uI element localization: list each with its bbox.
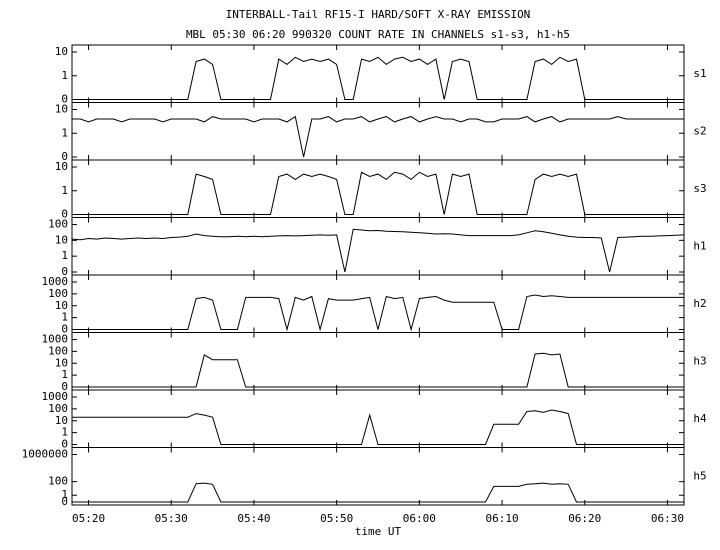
panel-frame [71, 159, 685, 218]
x-tick-label: 06:20 [568, 512, 601, 525]
y-tick-label: 100 [48, 344, 68, 357]
series-label: h4 [693, 412, 707, 425]
panel-frame [71, 447, 685, 506]
x-tick-label: 06:30 [651, 512, 684, 525]
y-tick-label: 10 [55, 103, 68, 116]
y-tick-label: 10 [55, 299, 68, 312]
y-tick-label: 10 [55, 233, 68, 246]
panel-frame [71, 389, 685, 448]
y-tick-label: 1 [61, 249, 68, 262]
y-tick-label: 10 [55, 414, 68, 427]
panel-frame [71, 332, 685, 391]
data-line [72, 56, 684, 100]
data-line [72, 409, 684, 445]
y-tick-label: 1 [61, 368, 68, 381]
data-line [72, 171, 684, 215]
x-tick-label: 06:10 [485, 512, 518, 525]
data-line [72, 482, 684, 503]
y-tick-label: 1 [61, 184, 68, 197]
y-tick-label: 0 [61, 150, 68, 163]
x-axis-label: time UT [355, 525, 402, 538]
y-tick-label: 100 [48, 402, 68, 415]
y-tick-label: 1 [61, 311, 68, 324]
data-line [72, 294, 684, 332]
chart-title: INTERBALL-Tail RF15-I HARD/SOFT X-RAY EM… [226, 8, 531, 21]
series-label: s2 [693, 124, 706, 137]
x-tick-label: 05:20 [72, 512, 105, 525]
y-tick-label: 0 [61, 380, 68, 393]
y-tick-label: 1 [61, 69, 68, 82]
y-tick-label: 1 [61, 488, 68, 501]
x-tick-label: 05:50 [320, 512, 353, 525]
y-tick-label: 0 [61, 265, 68, 278]
series-label: h3 [693, 354, 706, 367]
series-label: s3 [693, 182, 706, 195]
x-tick-label: 05:30 [155, 512, 188, 525]
y-tick-label: 0 [61, 208, 68, 221]
data-line [71, 228, 685, 273]
y-tick-label: 1 [61, 426, 68, 439]
chart-subtitle: MBL 05:30 06:20 990320 COUNT RATE IN CHA… [186, 28, 570, 41]
panel-frame [71, 274, 685, 333]
series-label: h1 [693, 239, 706, 252]
series-label: h5 [693, 469, 706, 482]
x-tick-label: 05:40 [237, 512, 270, 525]
series-label: h2 [693, 297, 706, 310]
y-tick-label: 10 [55, 45, 68, 58]
y-tick-label: 0 [61, 438, 68, 451]
y-tick-label: 0 [61, 93, 68, 106]
data-line [72, 115, 684, 158]
panel-frame [71, 44, 685, 103]
x-tick-label: 06:00 [403, 512, 436, 525]
y-tick-label: 1000 [42, 275, 69, 288]
y-tick-label: 1000000 [22, 448, 68, 461]
y-tick-label: 100 [48, 475, 68, 488]
y-tick-label: 0 [61, 323, 68, 336]
data-line [72, 352, 684, 388]
y-tick-label: 100 [48, 218, 68, 231]
y-tick-label: 10 [55, 160, 68, 173]
panel-frame [71, 217, 685, 276]
panel-frame [71, 102, 685, 161]
y-tick-label: 100 [48, 287, 68, 300]
y-tick-label: 10 [55, 356, 68, 369]
y-tick-label: 1000 [42, 390, 69, 403]
y-tick-label: 0 [61, 495, 68, 508]
y-tick-label: 1000 [42, 333, 69, 346]
series-label: s1 [693, 67, 706, 80]
y-tick-label: 1 [61, 126, 68, 139]
